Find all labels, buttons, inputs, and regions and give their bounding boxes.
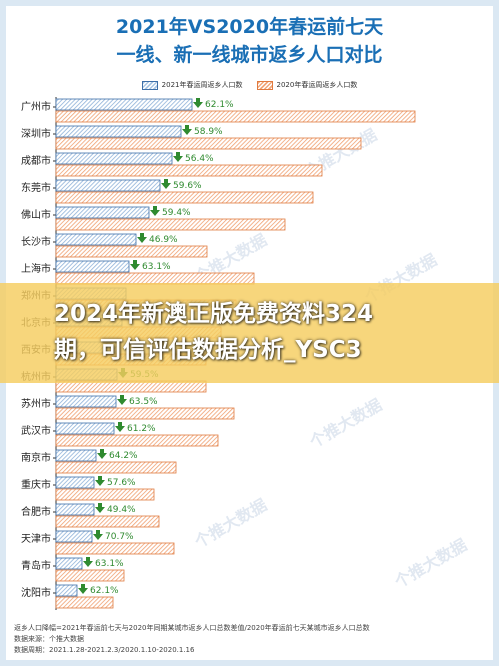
bar-2021: [55, 206, 150, 219]
decline-label: 46.9%: [149, 235, 178, 245]
bar-2021: [55, 449, 97, 462]
decline-label: 62.1%: [205, 100, 234, 110]
footnote-definition: 返乡人口降幅=2021年春运前七天与2020年同期某城市返乡人口总数差值/202…: [14, 624, 370, 632]
overlay-banner: [0, 283, 499, 383]
category-label: 苏州市: [21, 397, 51, 410]
decline-arrow-icon: [182, 125, 192, 135]
legend-swatch-2020: [256, 80, 273, 90]
decline-label: 63.1%: [142, 262, 171, 272]
category-label: 沈阳市: [21, 586, 51, 599]
legend-label-2020: 2020年春运周返乡人口数: [276, 81, 358, 89]
footnote-period: 数据周期：2021.1.28-2021.2.3/2020.1.10-2020.1…: [14, 646, 195, 654]
overlay-banner-text: 2024年新澳正版免费资料324 期，可信评估数据分析_YSC3: [54, 296, 373, 368]
bar-2021: [55, 503, 95, 516]
bar-2021: [55, 530, 93, 543]
bar-2020: [55, 191, 314, 204]
decline-arrow-icon: [150, 206, 160, 216]
bar-2020: [55, 407, 235, 420]
decline-arrow-icon: [115, 422, 125, 432]
bar-2021: [55, 584, 78, 597]
decline-arrow-icon: [173, 152, 183, 162]
banner-line1: 2024年新澳正版免费资料324: [54, 301, 374, 327]
legend-item-2020: 2020年春运周返乡人口数: [256, 80, 358, 90]
category-label: 深圳市: [21, 127, 51, 140]
decline-arrow-icon: [137, 233, 147, 243]
bar-2021: [55, 98, 193, 111]
bar-2021: [55, 179, 161, 192]
category-label: 南京市: [21, 451, 51, 464]
legend-label-2021: 2021年春运周返乡人口数: [161, 81, 243, 89]
decline-label: 63.1%: [95, 559, 124, 569]
decline-label: 49.4%: [107, 505, 136, 515]
decline-label: 61.2%: [127, 424, 156, 434]
bar-2020: [55, 137, 362, 150]
chart-title-line1: 2021年VS2020年春运前七天: [115, 16, 384, 38]
bar-2020: [55, 515, 160, 528]
bar-2020: [55, 434, 219, 447]
bar-2020: [55, 218, 286, 231]
decline-label: 58.9%: [194, 127, 223, 137]
bar-2021: [55, 476, 95, 489]
decline-label: 56.4%: [185, 154, 214, 164]
bar-2021: [55, 260, 130, 273]
decline-arrow-icon: [95, 503, 105, 513]
category-label: 青岛市: [21, 559, 51, 572]
decline-label: 63.5%: [129, 397, 158, 407]
category-label: 上海市: [21, 262, 51, 275]
category-label: 天津市: [21, 532, 51, 545]
bar-2021: [55, 422, 115, 435]
bar-2020: [55, 488, 155, 501]
bar-2021: [55, 395, 117, 408]
decline-arrow-icon: [95, 476, 105, 486]
decline-arrow-icon: [83, 557, 93, 567]
decline-arrow-icon: [117, 395, 127, 405]
bar-2020: [55, 569, 125, 582]
category-label: 佛山市: [21, 208, 51, 221]
bar-2020: [55, 461, 177, 474]
category-label: 广州市: [21, 100, 51, 113]
bar-2021: [55, 125, 182, 138]
category-label: 重庆市: [21, 478, 51, 491]
bar-2020: [55, 245, 208, 258]
bar-2020: [55, 542, 175, 555]
category-label: 长沙市: [21, 235, 51, 248]
category-label: 成都市: [21, 154, 51, 167]
decline-arrow-icon: [97, 449, 107, 459]
decline-arrow-icon: [130, 260, 140, 270]
category-label: 东莞市: [21, 181, 51, 194]
decline-arrow-icon: [93, 530, 103, 540]
decline-label: 70.7%: [105, 532, 134, 542]
legend-item-2021: 2021年春运周返乡人口数: [141, 80, 243, 90]
category-label: 合肥市: [21, 505, 51, 518]
decline-label: 59.6%: [173, 181, 202, 191]
decline-arrow-icon: [193, 98, 203, 108]
category-label: 武汉市: [21, 424, 51, 437]
decline-label: 64.2%: [109, 451, 138, 461]
footnote-source: 数据来源：个推大数据: [14, 635, 84, 643]
decline-arrow-icon: [161, 179, 171, 189]
chart-legend: 2021年春运周返乡人口数 2020年春运周返乡人口数: [0, 80, 499, 90]
decline-label: 57.6%: [107, 478, 136, 488]
banner-line2: 期，可信评估数据分析_YSC3: [54, 337, 362, 363]
decline-arrow-icon: [78, 584, 88, 594]
bar-2021: [55, 152, 173, 165]
bar-2021: [55, 233, 137, 246]
chart-title-line2: 一线、新一线城市返乡人口对比: [116, 44, 383, 66]
decline-label: 62.1%: [90, 586, 119, 596]
bar-2020: [55, 110, 416, 123]
decline-label: 59.4%: [162, 208, 191, 218]
bar-2021: [55, 557, 83, 570]
legend-swatch-2021: [141, 80, 158, 90]
bar-2020: [55, 164, 323, 177]
bar-2020: [55, 596, 114, 609]
